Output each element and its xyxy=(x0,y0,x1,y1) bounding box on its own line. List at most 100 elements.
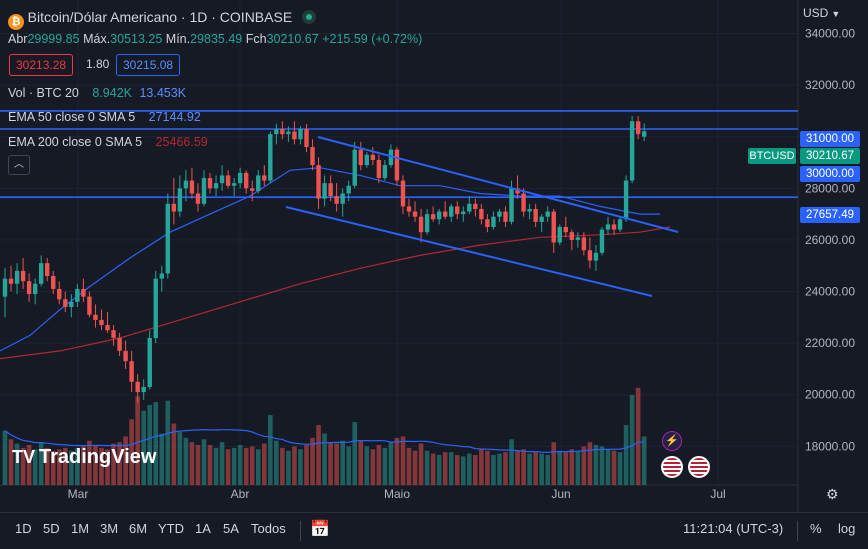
ema200-legend[interactable]: EMA 200 close 0 SMA 5 25466.59 xyxy=(8,135,208,149)
volume-bar-41 xyxy=(249,446,255,485)
candle-body-83 xyxy=(503,211,508,222)
timeframe-1m[interactable]: 1M xyxy=(71,521,90,536)
candle-body-1 xyxy=(8,278,14,284)
ema200-legend-name: EMA 200 close 0 SMA 5 xyxy=(8,135,143,149)
percent-toggle[interactable]: % xyxy=(810,521,822,536)
date-range-icon[interactable]: 📅 xyxy=(310,521,330,538)
candle-body-95 xyxy=(575,237,581,240)
volume-bar-67 xyxy=(406,447,412,485)
volume-value: 8.942K xyxy=(92,86,132,100)
candle-body-101 xyxy=(611,224,617,230)
timeframe-ytd[interactable]: YTD xyxy=(158,521,184,536)
log-toggle[interactable]: log xyxy=(838,521,856,536)
volume-legend[interactable]: Vol · BTC 20 8.942K 13.453K xyxy=(8,86,186,100)
timeframe-1a[interactable]: 1A xyxy=(195,521,211,536)
candle-body-84 xyxy=(509,188,514,222)
candle-body-48 xyxy=(292,131,297,140)
collapse-legend-button[interactable]: ︿ xyxy=(8,155,30,175)
volume-bar-1 xyxy=(8,439,14,485)
ohlc-open-value: 29999.85 xyxy=(27,32,80,46)
volume-bar-14 xyxy=(87,440,92,485)
last-price-tag: 30210.67 xyxy=(800,148,860,164)
volume-bar-7 xyxy=(44,447,50,485)
candle-body-35 xyxy=(213,183,219,189)
timeframe-5d[interactable]: 5D xyxy=(43,521,60,536)
x-tick-label-0: Mar xyxy=(68,487,89,501)
timeframe-5a[interactable]: 5A xyxy=(223,521,239,536)
volume-bar-95 xyxy=(575,450,581,485)
candle-body-97 xyxy=(587,250,593,261)
volume-bar-23 xyxy=(141,410,146,485)
buy-price-box[interactable]: 30215.08 xyxy=(116,54,181,76)
volume-bar-22 xyxy=(135,396,140,485)
toolbar-divider-2 xyxy=(797,521,798,541)
candle-body-103 xyxy=(623,180,629,220)
candle-body-57 xyxy=(346,185,351,194)
candle-body-34 xyxy=(207,178,213,189)
candle-body-16 xyxy=(99,319,104,326)
volume-bar-39 xyxy=(237,445,243,485)
volume-bar-87 xyxy=(527,453,532,485)
volume-bar-19 xyxy=(117,442,122,485)
volume-bar-71 xyxy=(430,453,436,485)
sell-price-box[interactable]: 30213.28 xyxy=(9,54,74,76)
candle-body-37 xyxy=(225,175,231,186)
timeframe-3m[interactable]: 3M xyxy=(100,521,119,536)
lightning-event-icon[interactable]: ⚡ xyxy=(662,431,682,451)
volume-bar-43 xyxy=(261,443,267,485)
us-flag-event-icon[interactable] xyxy=(661,456,683,478)
volume-legend-name: Vol · BTC 20 xyxy=(8,86,79,100)
candle-body-21 xyxy=(129,361,134,382)
volume-bar-40 xyxy=(243,447,249,485)
volume-bar-96 xyxy=(581,446,587,485)
clock-time[interactable]: 11:21:04 (UTC-3) xyxy=(683,521,784,536)
candle-body-26 xyxy=(159,273,164,279)
us-flag-event-icon-2[interactable] xyxy=(688,456,710,478)
volume-bar-35 xyxy=(213,447,219,485)
x-tick-label-1: Abr xyxy=(231,487,250,501)
candle-body-76 xyxy=(461,211,466,215)
candle-body-81 xyxy=(491,216,496,228)
ema50-value: 27144.92 xyxy=(148,110,201,124)
candle-body-42 xyxy=(256,175,261,191)
candle-body-69 xyxy=(418,216,424,233)
candle-body-23 xyxy=(141,386,146,393)
volume-bar-69 xyxy=(418,443,424,485)
volume-bar-33 xyxy=(201,439,207,485)
ohlc-row: Abr29999.85 Máx.30513.25 Mín.29835.49 Fc… xyxy=(8,32,422,46)
volume-bar-37 xyxy=(225,449,231,485)
volume-bar-75 xyxy=(454,455,460,485)
candle-body-98 xyxy=(593,252,599,261)
settings-gear-icon[interactable]: ⚙ xyxy=(826,486,839,502)
candle-body-40 xyxy=(244,172,249,189)
volume-bar-29 xyxy=(177,432,183,485)
candle-body-17 xyxy=(105,325,110,331)
volume-bar-82 xyxy=(497,453,502,485)
volume-bar-26 xyxy=(159,433,165,485)
volume-bar-30 xyxy=(183,437,189,485)
volume-bar-68 xyxy=(412,450,418,485)
timeframe-1d[interactable]: 1D xyxy=(15,521,32,536)
x-tick-label-4: Jul xyxy=(710,487,725,501)
volume-bar-73 xyxy=(442,452,448,485)
ohlc-close-value: 30210.67 xyxy=(266,32,319,46)
currency-selector[interactable]: USD ▼ xyxy=(803,6,840,20)
symbol-title[interactable]: Bitcoin/Dólar Americano · 1D · COINBASE xyxy=(27,9,293,25)
volume-bar-6 xyxy=(38,442,44,485)
volume-bar-93 xyxy=(563,452,569,485)
volume-bar-34 xyxy=(207,445,213,485)
timeframe-6m[interactable]: 6M xyxy=(129,521,148,536)
volume-bar-4 xyxy=(26,445,32,485)
timeframe-todos[interactable]: Todos xyxy=(251,521,286,536)
candle-body-63 xyxy=(382,165,388,179)
volume-bar-102 xyxy=(617,452,623,485)
volume-bar-97 xyxy=(587,442,593,485)
change-value: +215.59 (+0.72%) xyxy=(322,32,423,46)
symbol-header: ₿ Bitcoin/Dólar Americano · 1D · COINBAS… xyxy=(8,9,316,30)
y-tick-label-4: 26000.00 xyxy=(805,233,855,247)
candle-body-55 xyxy=(334,196,339,204)
ema50-legend[interactable]: EMA 50 close 0 SMA 5 27144.92 xyxy=(8,110,201,124)
volume-bar-91 xyxy=(551,442,557,485)
volume-bar-36 xyxy=(219,442,225,485)
